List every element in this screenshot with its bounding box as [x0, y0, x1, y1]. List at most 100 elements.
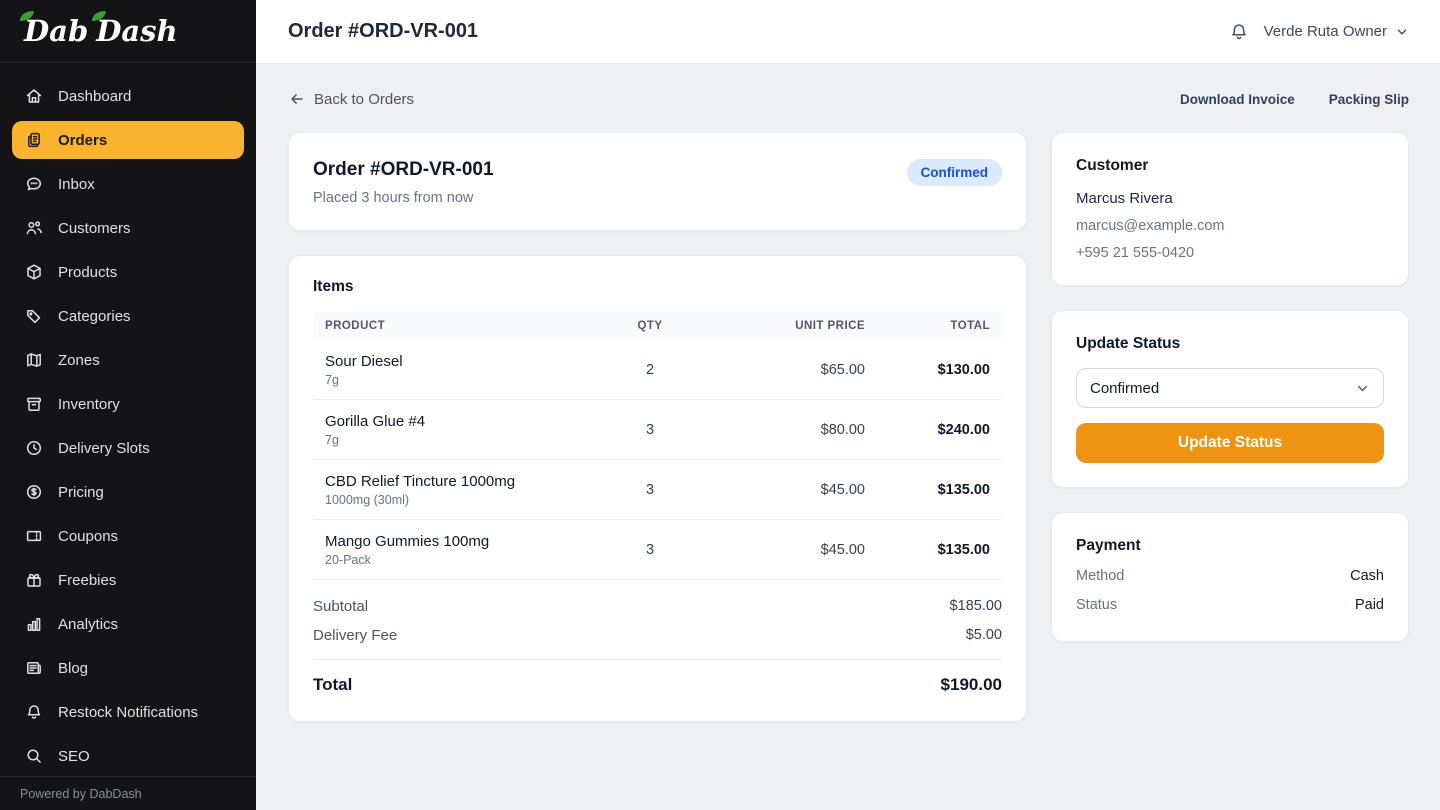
product-variant: 7g	[325, 372, 339, 387]
sidebar-item-freebies[interactable]: Freebies	[12, 561, 244, 599]
tag-icon	[27, 309, 41, 324]
product-name: Mango Gummies 100mg	[325, 532, 490, 550]
cube-icon	[27, 264, 41, 280]
customer-phone: +595 21 555-0420	[1076, 245, 1195, 261]
order-title: Order #ORD-VR-001	[313, 159, 494, 180]
bell-icon	[27, 705, 41, 719]
sidebar-item-restock-notifications[interactable]: Restock Notifications	[12, 693, 244, 731]
status-select-value: Confirmed	[1090, 379, 1160, 397]
brand-logo: Dab Dash	[0, 0, 256, 63]
product-unit-price: $65.00	[820, 361, 865, 378]
customer-name: Marcus Rivera	[1076, 190, 1173, 207]
sidebar-item-customers[interactable]: Customers	[12, 209, 244, 247]
sidebar-item-categories[interactable]: Categories	[12, 297, 244, 335]
sidebar-footer: Powered by DabDash	[0, 776, 256, 810]
payment-card: Payment Method Cash Status Paid	[1051, 512, 1409, 642]
map-icon	[27, 353, 41, 367]
main-area: Order #ORD-VR-001 Verde Ruta Owner Back …	[256, 0, 1440, 810]
back-to-orders-link[interactable]: Back to Orders	[288, 90, 414, 108]
powered-by-text: Powered by DabDash	[20, 786, 142, 801]
items-card: Items PRODUCT QTY UNIT PRICE TOTAL Sour …	[288, 255, 1027, 722]
sidebar-item-analytics[interactable]: Analytics	[12, 605, 244, 643]
sidebar-item-pricing[interactable]: Pricing	[12, 473, 244, 511]
packing-slip-link[interactable]: Packing Slip	[1328, 91, 1409, 107]
product-name: Sour Diesel	[325, 352, 403, 370]
product-name: Gorilla Glue #4	[325, 412, 426, 430]
product-qty: 3	[645, 421, 655, 438]
product-total: $135.00	[937, 541, 990, 558]
customer-heading: Customer	[1076, 157, 1149, 174]
payment-method-value: Cash	[1350, 568, 1384, 584]
sidebar-item-delivery-slots[interactable]: Delivery Slots	[12, 429, 244, 467]
page-title: Order #ORD-VR-001	[288, 20, 479, 42]
magnifier-icon	[27, 749, 41, 763]
sidebar-item-inventory[interactable]: Inventory	[12, 385, 244, 423]
sidebar: Dab Dash Dashboard Orders Inbox Customer…	[0, 0, 256, 810]
sidebar-item-dashboard[interactable]: Dashboard	[12, 77, 244, 115]
product-variant: 20-Pack	[325, 552, 371, 567]
update-status-button[interactable]: Update Status	[1076, 423, 1384, 463]
chat-bubble-icon	[26, 177, 42, 191]
sidebar-item-zones[interactable]: Zones	[12, 341, 244, 379]
download-invoice-link[interactable]: Download Invoice	[1179, 91, 1295, 107]
product-variant: 7g	[325, 432, 339, 447]
total-label: Total	[313, 675, 353, 694]
status-badge: Confirmed	[906, 159, 1002, 186]
product-unit-price: $80.00	[820, 421, 865, 438]
chevron-down-icon	[1397, 28, 1407, 35]
update-status-heading: Update Status	[1076, 335, 1181, 352]
sidebar-item-products[interactable]: Products	[12, 253, 244, 291]
dollar-circle-icon	[26, 484, 42, 500]
product-qty: 3	[645, 481, 655, 498]
payment-heading: Payment	[1076, 537, 1141, 554]
clipboard-icon	[28, 132, 40, 148]
payment-status-label: Status	[1076, 597, 1118, 613]
product-name: CBD Relief Tincture 1000mg	[325, 472, 516, 490]
order-summary: Subtotal $185.00 Delivery Fee $5.00 Tota…	[313, 598, 1002, 695]
users-icon	[26, 221, 42, 235]
product-total: $135.00	[937, 481, 990, 498]
sidebar-item-coupons[interactable]: Coupons	[12, 517, 244, 555]
sidebar-nav: Dashboard Orders Inbox Customers Product…	[0, 63, 256, 776]
subtotal-value: $185.00	[949, 598, 1002, 614]
customer-email: marcus@example.com	[1076, 218, 1225, 234]
bar-chart-icon	[27, 618, 41, 631]
status-select[interactable]: Confirmed	[1076, 368, 1384, 408]
user-menu[interactable]: Verde Ruta Owner	[1264, 23, 1409, 40]
total-value: $190.00	[940, 675, 1002, 694]
update-status-card: Update Status Confirmed Update Status	[1051, 310, 1409, 488]
col-product: PRODUCT	[325, 320, 386, 332]
payment-method-label: Method	[1076, 568, 1125, 584]
col-unit-price: UNIT PRICE	[795, 320, 865, 332]
leaf-icon	[20, 11, 34, 21]
product-qty: 3	[645, 541, 655, 558]
chevron-down-icon	[1357, 385, 1368, 391]
items-table-header: PRODUCT QTY UNIT PRICE TOTAL	[313, 312, 1002, 340]
customer-card: Customer Marcus Rivera marcus@example.co…	[1051, 132, 1409, 286]
leaf-icon	[92, 11, 107, 21]
notification-bell-icon[interactable]	[1228, 21, 1250, 43]
product-total: $240.00	[937, 421, 990, 438]
table-row: Gorilla Glue #4 7g 3 $80.00 $240.00	[313, 400, 1002, 460]
brand-logo-text: Dab Dash	[20, 11, 178, 48]
content-area: Back to Orders Download Invoice Packing …	[256, 64, 1440, 810]
order-summary-card: Order #ORD-VR-001 Placed 3 hours from no…	[288, 132, 1027, 231]
ticket-icon	[26, 530, 42, 542]
table-row: Sour Diesel 7g 2 $65.00 $130.00	[313, 340, 1002, 400]
user-name: Verde Ruta Owner	[1263, 23, 1387, 40]
sidebar-item-inbox[interactable]: Inbox	[12, 165, 244, 203]
logo-word-dab: Dab	[20, 11, 88, 48]
logo-word-dash: Dash	[92, 11, 178, 48]
sidebar-item-seo[interactable]: SEO	[12, 737, 244, 775]
home-icon	[26, 89, 42, 103]
newspaper-icon	[27, 662, 41, 674]
sidebar-item-orders[interactable]: Orders	[12, 121, 244, 159]
sidebar-item-blog[interactable]: Blog	[12, 649, 244, 687]
subtotal-label: Subtotal	[313, 598, 369, 615]
delivery-fee-value: $5.00	[965, 627, 1002, 643]
table-row: Mango Gummies 100mg 20-Pack 3 $45.00 $13…	[313, 520, 1002, 580]
top-header: Order #ORD-VR-001 Verde Ruta Owner	[256, 0, 1440, 64]
payment-status-value: Paid	[1354, 597, 1384, 613]
order-placed-text: Placed 3 hours from now	[313, 190, 474, 206]
archive-box-icon	[27, 397, 41, 412]
